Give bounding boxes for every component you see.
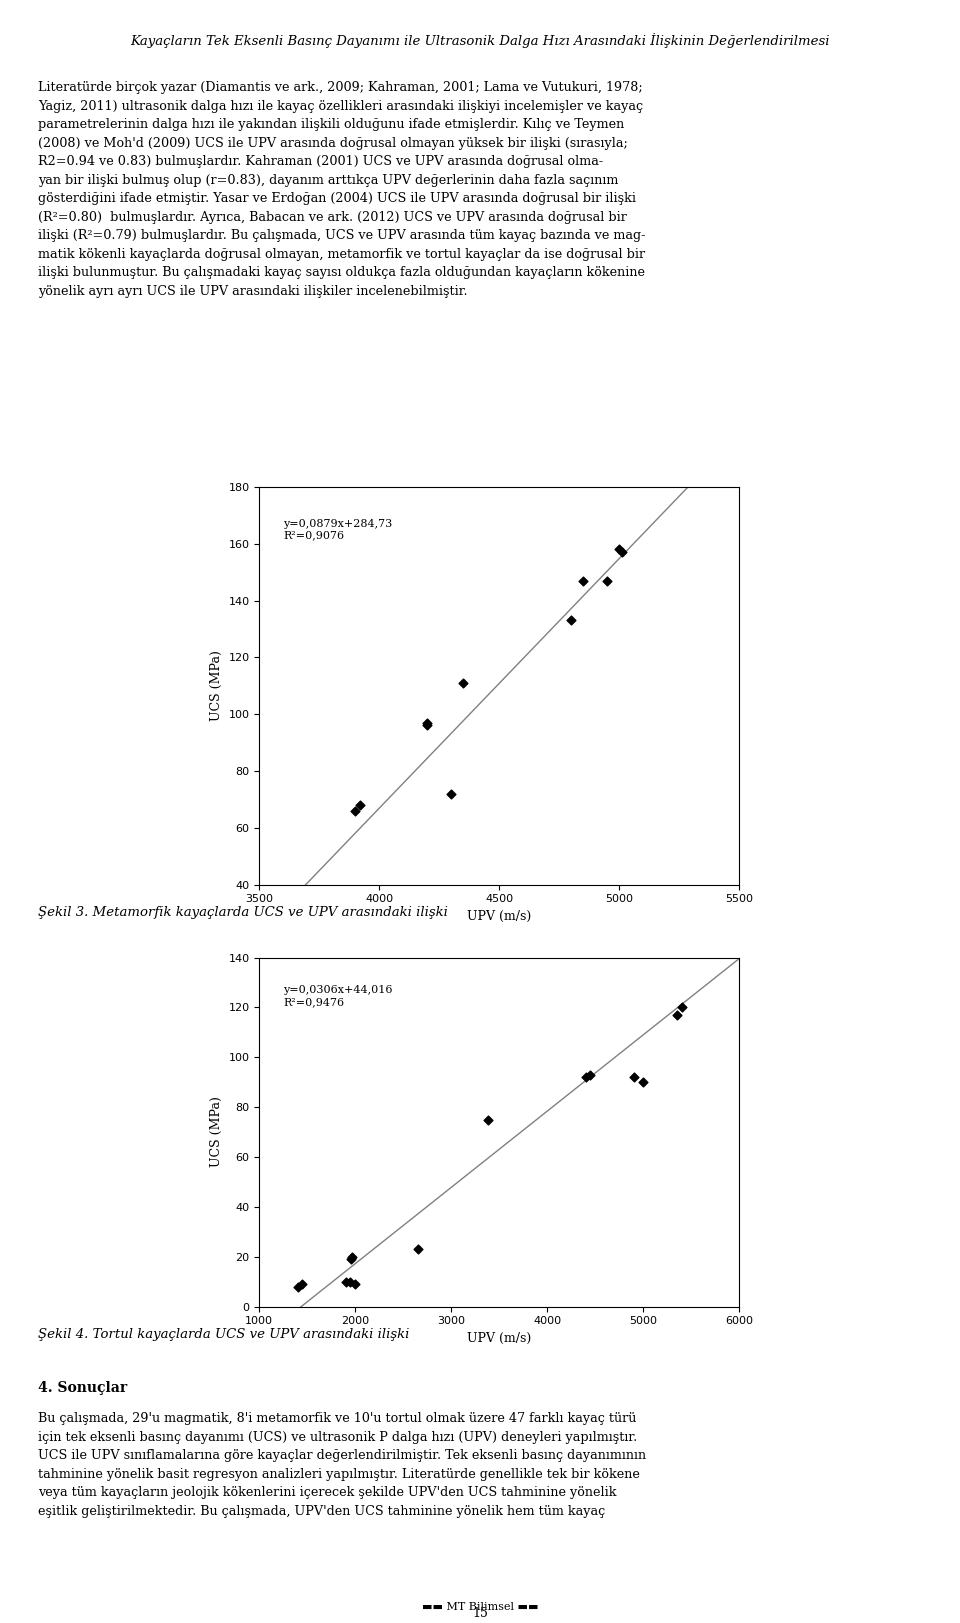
Text: Bu çalışmada, 29'u magmatik, 8'i metamorfik ve 10'u tortul olmak üzere 47 farklı: Bu çalışmada, 29'u magmatik, 8'i metamor… [38,1412,646,1518]
Text: Kayaçların Tek Eksenli Basınç Dayanımı ile Ultrasonik Dalga Hızı Arasındaki İliş: Kayaçların Tek Eksenli Basınç Dayanımı i… [131,32,829,49]
X-axis label: UPV (m/s): UPV (m/s) [468,1332,531,1345]
Point [338,1269,353,1295]
Point [626,1065,641,1091]
Point [599,568,615,594]
Point [456,670,471,696]
Point [578,1065,593,1091]
Text: y=0,0879x+284,73
R²=0,9076: y=0,0879x+284,73 R²=0,9076 [283,519,393,540]
Point [564,607,579,633]
Point [343,1269,358,1295]
X-axis label: UPV (m/s): UPV (m/s) [468,911,531,923]
Point [636,1070,651,1096]
Point [612,536,627,563]
Point [410,1237,425,1263]
Point [290,1274,305,1300]
Point [583,1061,598,1087]
Point [444,781,459,807]
Y-axis label: UCS (MPa): UCS (MPa) [210,1097,223,1167]
Point [674,995,689,1021]
Text: Şekil 4. Tortul kayaçlarda UCS ve UPV arasındaki ilişki: Şekil 4. Tortul kayaçlarda UCS ve UPV ar… [38,1328,410,1342]
Point [576,568,591,594]
Point [480,1107,495,1133]
Point [669,1001,684,1027]
Text: ▬▬ MT Bilimsel ▬▬: ▬▬ MT Bilimsel ▬▬ [421,1602,539,1612]
Text: Literatürde birçok yazar (Diamantis ve ark., 2009; Kahraman, 2001; Lama ve Vutuk: Literatürde birçok yazar (Diamantis ve a… [38,81,646,297]
Point [420,709,435,735]
Point [344,1246,359,1272]
Point [348,799,363,824]
Y-axis label: UCS (MPa): UCS (MPa) [210,651,223,721]
Text: y=0,0306x+44,016
R²=0,9476: y=0,0306x+44,016 R²=0,9476 [283,985,393,1008]
Point [345,1243,360,1269]
Point [348,1271,363,1297]
Point [420,712,435,738]
Point [295,1271,310,1297]
Point [352,792,368,818]
Point [613,539,629,565]
Text: Şekil 3. Metamorfik kayaçlarda UCS ve UPV arasındaki ilişki: Şekil 3. Metamorfik kayaçlarda UCS ve UP… [38,906,448,920]
Text: 15: 15 [472,1607,488,1620]
Text: 4. Sonuçlar: 4. Sonuçlar [38,1381,128,1394]
